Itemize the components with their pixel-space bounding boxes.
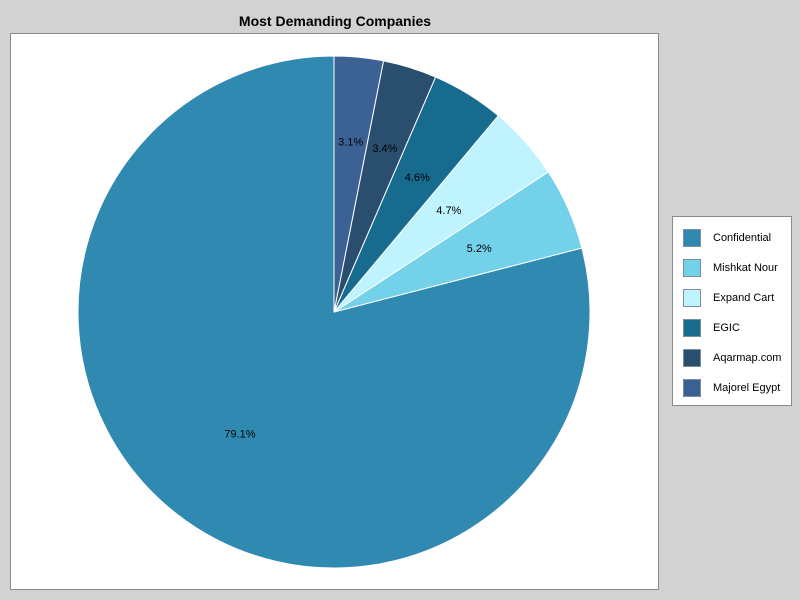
legend-label: EGIC — [713, 322, 740, 334]
legend-swatch — [683, 289, 701, 307]
legend-swatch — [683, 259, 701, 277]
legend-item-majorel-egypt: Majorel Egypt — [683, 378, 780, 398]
legend-label: Mishkat Nour — [713, 262, 778, 274]
legend-label: Aqarmap.com — [713, 352, 782, 364]
legend: Confidential Mishkat Nour Expand Cart EG… — [672, 216, 792, 406]
legend-item-aqarmap: Aqarmap.com — [683, 348, 781, 368]
pie-slice-majorel-egypt — [333, 55, 385, 313]
slice-label: 4.6% — [405, 172, 430, 184]
slice-label: 3.1% — [338, 136, 363, 148]
legend-item-expand-cart: Expand Cart — [683, 288, 774, 308]
legend-item-mishkat-nour: Mishkat Nour — [683, 258, 778, 278]
legend-item-confidential: Confidential — [683, 228, 771, 248]
slice-label: 4.7% — [436, 205, 461, 217]
chart-title: Most Demanding Companies — [238, 13, 432, 29]
slice-label: 5.2% — [467, 243, 492, 255]
legend-swatch — [683, 379, 701, 397]
pie-slice-confidential — [77, 55, 591, 569]
slice-label: 79.1% — [224, 428, 255, 440]
slice-label: 3.4% — [372, 143, 397, 155]
legend-swatch — [683, 319, 701, 337]
legend-label: Confidential — [713, 232, 772, 244]
legend-item-egic: EGIC — [683, 318, 740, 338]
legend-swatch — [683, 229, 701, 247]
legend-label: Majorel Egypt — [713, 382, 781, 394]
legend-swatch — [683, 349, 701, 367]
legend-label: Expand Cart — [713, 292, 775, 304]
